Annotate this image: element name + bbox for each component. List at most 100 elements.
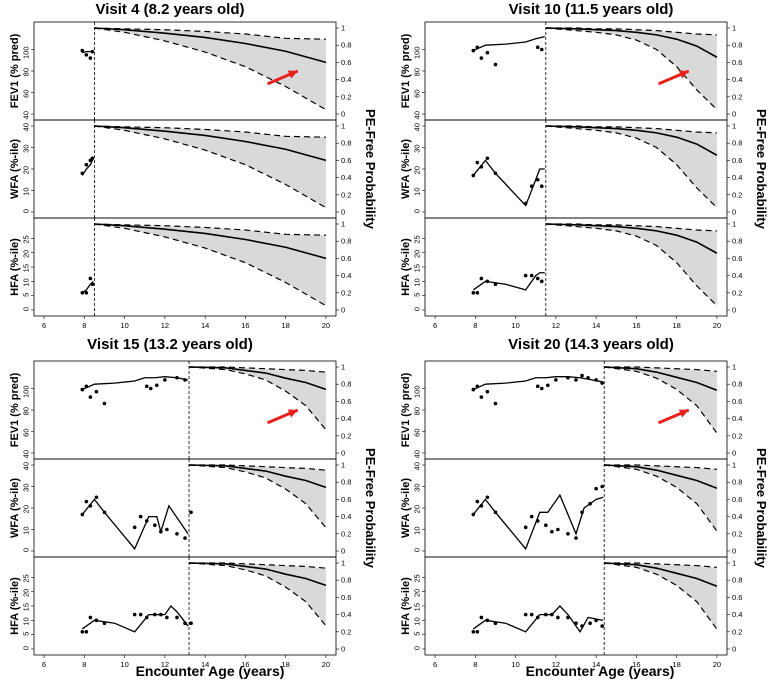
data-point: [539, 386, 544, 391]
data-point: [485, 495, 490, 500]
y-tick-label: 80: [413, 407, 422, 415]
y-tick-label: 30: [413, 484, 422, 492]
chart-title: Visit 4 (8.2 years old): [96, 1, 245, 18]
highlight-arrow-head: [678, 70, 689, 79]
right-tick-label: 0.2: [341, 190, 351, 199]
data-point: [80, 291, 85, 295]
row-axis-label: FEV1 (% pred): [9, 372, 21, 447]
survival-upper-bound: [604, 464, 717, 470]
data-point: [475, 499, 480, 504]
y-tick-label: 20: [413, 505, 422, 513]
right-tick-label: 0: [341, 110, 345, 119]
data-point: [493, 282, 498, 287]
right-tick-label: 1: [341, 220, 345, 229]
data-point: [155, 383, 159, 388]
x-tick-label: 18: [281, 321, 289, 330]
data-point: [574, 378, 578, 382]
y-tick-label: 100: [413, 47, 422, 60]
survival-median: [189, 464, 327, 489]
survival-band: [189, 563, 326, 626]
data-point: [556, 615, 560, 620]
highlight-arrow-head: [287, 409, 298, 418]
x-tick-label: 8: [82, 660, 86, 669]
data-point: [471, 173, 476, 178]
survival-lower-bound: [604, 366, 718, 434]
data-point: [523, 612, 528, 617]
data-point: [535, 384, 540, 389]
survival-median: [189, 562, 327, 587]
survival-median: [545, 125, 718, 156]
data-point: [479, 504, 484, 508]
data-point: [88, 276, 93, 281]
y-tick-label: 10: [22, 188, 31, 196]
y-tick-label: 60: [413, 429, 422, 437]
survival-band: [94, 28, 326, 110]
right-tick-label: 0.6: [341, 156, 351, 165]
data-point: [175, 375, 179, 380]
data-point: [600, 484, 604, 489]
data-point: [566, 615, 570, 620]
right-tick-label: 0.4: [732, 512, 742, 521]
right-tick-label: 1: [341, 363, 345, 372]
right-axis-label: PE-Free Probability: [363, 448, 378, 569]
data-point: [566, 375, 570, 380]
right-tick-label: 0.8: [341, 576, 351, 585]
chart-title: Visit 15 (13.2 years old): [87, 336, 253, 353]
data-point: [88, 395, 93, 399]
x-tick-label: 14: [201, 660, 209, 669]
right-axis-label: PE-Free Probability: [754, 448, 769, 569]
right-tick-label: 0.4: [732, 173, 742, 182]
right-tick-label: 0.2: [732, 288, 742, 297]
data-point: [485, 389, 490, 394]
data-point: [90, 49, 95, 54]
right-tick-label: 1: [732, 363, 736, 372]
row-axis-label: FEV1 (% pred): [400, 372, 412, 447]
data-point: [539, 47, 544, 52]
right-tick-label: 0.2: [341, 431, 351, 440]
y-tick-label: 40: [22, 123, 31, 131]
data-point: [84, 384, 89, 389]
data-point: [189, 621, 193, 625]
y-tick-label: 5: [413, 293, 422, 297]
right-tick-label: 0.6: [341, 593, 351, 602]
right-tick-label: 0.6: [732, 58, 742, 67]
data-point: [153, 523, 157, 527]
survival-band: [189, 465, 326, 528]
y-tick-label: 40: [22, 462, 31, 470]
data-point: [586, 375, 590, 380]
data-point: [550, 529, 554, 534]
data-point: [600, 381, 604, 385]
data-point: [594, 378, 598, 382]
row-axis-label: WFA (%-ile): [9, 478, 21, 538]
highlight-arrow-head: [678, 409, 689, 418]
data-point: [132, 612, 137, 617]
x-tick-label: 16: [632, 660, 640, 669]
data-point: [175, 532, 179, 536]
chart-panel-3: Visit 15 (13.2 years old)40608010000.20.…: [9, 336, 378, 679]
data-point: [84, 162, 89, 167]
right-tick-label: 0.8: [341, 139, 351, 148]
x-tick-label: 20: [322, 321, 330, 330]
data-point: [580, 624, 584, 628]
data-point: [479, 395, 484, 399]
survival-median: [604, 562, 718, 587]
data-point: [90, 282, 95, 287]
y-tick-label: 5: [22, 632, 31, 636]
x-tick-label: 20: [713, 321, 721, 330]
y-tick-label: 10: [413, 527, 422, 535]
right-tick-label: 0.8: [732, 41, 742, 50]
survival-lower-bound: [94, 125, 327, 209]
right-tick-label: 0.8: [341, 41, 351, 50]
y-tick-label: 25: [413, 574, 422, 582]
x-tick-label: 6: [433, 660, 437, 669]
data-point: [479, 615, 484, 620]
data-point: [84, 630, 89, 634]
right-tick-label: 0.6: [732, 495, 742, 504]
right-tick-label: 0.6: [732, 593, 742, 602]
right-tick-label: 0.6: [341, 58, 351, 67]
x-tick-label: 8: [473, 660, 477, 669]
y-tick-label: 40: [413, 462, 422, 470]
survival-lower-bound: [188, 464, 327, 529]
right-tick-label: 0: [341, 645, 345, 654]
survival-median: [189, 366, 327, 391]
